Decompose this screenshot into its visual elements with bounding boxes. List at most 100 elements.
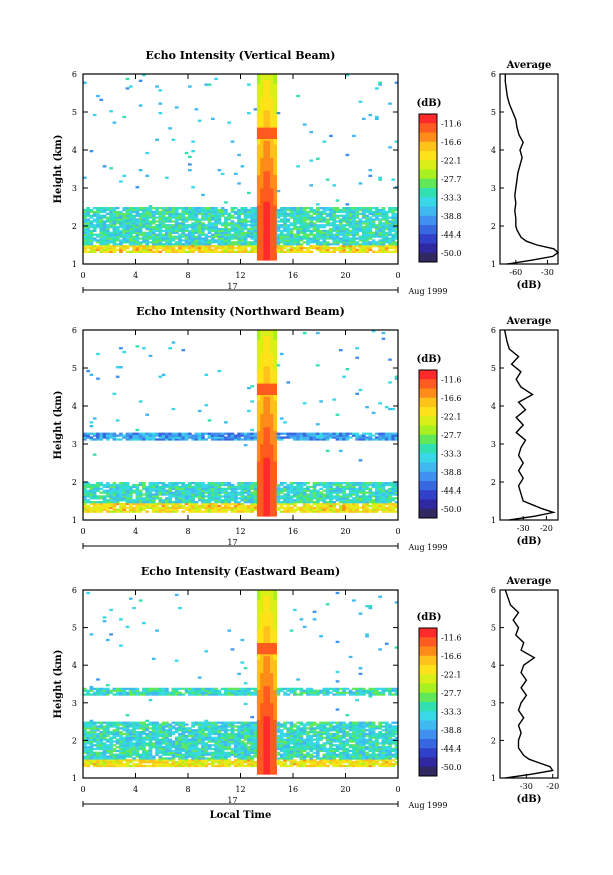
heatmap-cell — [358, 489, 363, 492]
heatmap-cell — [165, 510, 169, 513]
heatmap-cell — [122, 483, 127, 487]
heatmap-cell — [119, 220, 123, 223]
heatmap-cell — [96, 220, 100, 223]
heatmap-cell — [253, 493, 258, 496]
heatmap-cell — [191, 504, 195, 508]
heatmap-cell — [338, 432, 343, 435]
heatmap-cell — [256, 421, 261, 424]
heatmap-cell — [286, 432, 291, 435]
heatmap-cell — [256, 254, 261, 257]
heatmap-cell — [315, 208, 320, 212]
heatmap-cell — [345, 243, 350, 246]
heatmap-cell — [263, 375, 268, 378]
heatmap-cell — [197, 485, 202, 489]
heatmap-cell — [237, 483, 241, 487]
heatmap-cell — [270, 235, 274, 238]
heatmap-cell — [112, 235, 117, 238]
heatmap-cell — [283, 485, 287, 489]
heatmap-cell — [250, 235, 255, 238]
heatmap-cell — [194, 438, 199, 441]
heatmap-cell — [299, 208, 304, 212]
y-tick-label: 3 — [72, 440, 77, 449]
heatmap-cell — [256, 470, 261, 473]
heatmap-cell — [174, 499, 179, 502]
x-tick-label: 16 — [288, 271, 298, 280]
heatmap-cell — [266, 241, 271, 244]
heatmap-cell — [83, 245, 87, 248]
heatmap-cell — [260, 172, 264, 176]
heatmap-cell — [240, 231, 245, 234]
heatmap-cell — [260, 453, 264, 456]
heatmap-cell — [151, 212, 156, 215]
heatmap-cell — [224, 212, 228, 215]
heatmap-cell — [260, 371, 264, 375]
heatmap-cell — [375, 510, 379, 513]
heatmap-cell — [230, 502, 235, 506]
heatmap-cell — [270, 98, 274, 101]
heatmap-cell — [145, 502, 150, 506]
heatmap-cell — [384, 406, 389, 409]
heatmap-cell — [135, 438, 140, 441]
heatmap-cell — [197, 489, 202, 492]
heatmap-cell — [145, 491, 150, 494]
heatmap-cell — [256, 208, 261, 212]
heatmap-cell — [188, 483, 192, 487]
heatmap-cell — [394, 208, 399, 212]
heatmap-cell — [240, 510, 245, 513]
heatmap-cell — [194, 245, 199, 248]
heatmap-cell — [86, 501, 90, 504]
heatmap-cell — [99, 233, 104, 236]
heatmap-cell — [361, 493, 366, 496]
colorbar-unit: (dB) — [417, 98, 442, 109]
heatmap-cell — [273, 447, 277, 451]
heatmap-cell — [148, 227, 153, 231]
heatmap-cell — [348, 224, 353, 227]
heatmap-cell — [174, 216, 179, 219]
heatmap-cell — [112, 229, 117, 233]
heatmap-cell — [273, 214, 277, 217]
heatmap-cell — [283, 224, 287, 227]
heatmap-cell — [197, 493, 202, 496]
heatmap-cell — [384, 246, 389, 250]
heatmap-cell — [161, 499, 166, 502]
heatmap-cell — [266, 339, 271, 342]
heatmap-cell — [96, 504, 100, 508]
heatmap-cell — [204, 495, 209, 498]
heatmap-cell — [299, 489, 304, 492]
heatmap-cell — [260, 121, 264, 124]
heatmap-cell — [309, 216, 314, 219]
heatmap-cell — [342, 493, 346, 496]
heatmap-cell — [109, 237, 113, 240]
heatmap-cell — [322, 248, 327, 252]
heatmap-cell — [86, 246, 90, 250]
heatmap-cell — [184, 239, 189, 242]
heatmap-cell — [240, 220, 245, 223]
heatmap-cell — [260, 409, 264, 413]
colorbar-tick-label: -38.8 — [441, 468, 462, 477]
heatmap-cell — [273, 195, 277, 198]
heatmap-cell — [86, 485, 90, 489]
heatmap-cell — [105, 432, 110, 435]
heatmap-cell — [260, 430, 264, 433]
heatmap-cell — [273, 385, 277, 388]
heatmap-cell — [260, 406, 264, 409]
heatmap-cell — [260, 444, 264, 447]
heatmap-cell — [256, 113, 261, 117]
heatmap-cell — [266, 345, 271, 348]
heatmap-cell — [191, 207, 195, 210]
heatmap-cell — [266, 434, 271, 437]
heatmap-cell — [132, 438, 136, 441]
heatmap-cell — [263, 476, 268, 479]
heatmap-cell — [391, 237, 396, 240]
heatmap-cell — [138, 208, 143, 212]
heatmap-cell — [151, 231, 156, 234]
heatmap-cell — [270, 180, 274, 183]
heatmap-cell — [338, 482, 343, 485]
heatmap-cell — [99, 501, 104, 504]
heatmap-cell — [391, 233, 396, 236]
heatmap-cell — [273, 497, 277, 500]
heatmap-cell — [263, 400, 268, 403]
heatmap-cell — [210, 237, 215, 240]
heatmap-cell — [368, 229, 373, 233]
heatmap-cell — [355, 231, 360, 234]
